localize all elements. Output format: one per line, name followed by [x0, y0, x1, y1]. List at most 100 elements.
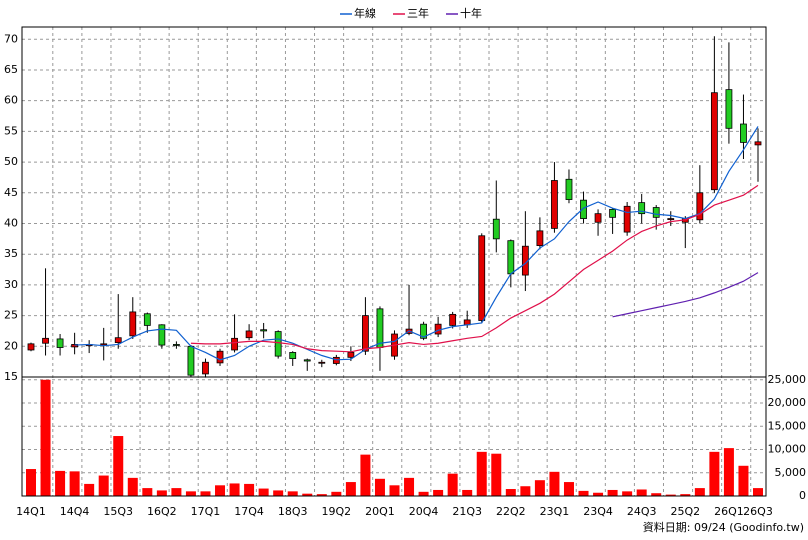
y-tick-label: 40: [4, 216, 18, 229]
volume-bar: [229, 483, 240, 496]
x-tick-label: 19Q2: [322, 505, 352, 518]
volume-bar: [287, 491, 298, 496]
candle-body: [492, 218, 500, 240]
candle-body: [114, 337, 122, 344]
volume-bar: [563, 482, 574, 496]
x-tick-label: 17Q1: [191, 505, 221, 518]
volume-bar: [462, 489, 473, 496]
candle-body: [289, 352, 297, 359]
volume-bar: [476, 451, 487, 496]
moving-average-line: [612, 272, 759, 318]
y-tick-label: 30: [4, 278, 18, 291]
volume-bar: [418, 491, 429, 496]
y2-tick-label: 10,000: [768, 443, 807, 456]
y2-tick-label: 25,000: [768, 373, 807, 386]
candle-body: [652, 207, 660, 218]
volume-bar: [709, 451, 720, 496]
candle-body: [667, 218, 675, 220]
volume-bar: [665, 494, 676, 496]
volume-bar: [69, 471, 80, 496]
volume-bar: [185, 491, 196, 496]
moving-average-line: [190, 184, 759, 353]
candle-body: [56, 338, 64, 348]
legend-label: 三年: [407, 6, 429, 20]
candle-body: [565, 178, 573, 200]
volume-bar: [694, 488, 705, 496]
x-tick-label: 15Q3: [103, 505, 133, 518]
volume-bar: [345, 482, 356, 496]
y-tick-label: 70: [4, 32, 18, 45]
candle-body: [143, 313, 151, 326]
volume-bar: [738, 465, 749, 496]
volume-bar: [316, 494, 327, 496]
candle-body: [260, 329, 268, 332]
y-tick-label: 60: [4, 94, 18, 107]
volume-bar: [723, 448, 734, 496]
x-tick-label: 20Q1: [365, 505, 395, 518]
candle-body: [434, 323, 442, 335]
x-tick-label: 21Q3: [452, 505, 482, 518]
candle-body: [216, 350, 224, 364]
volume-bar: [55, 470, 66, 496]
candle-body: [449, 313, 457, 326]
volume-bar: [331, 491, 342, 496]
volume-bar: [636, 489, 647, 496]
candle-body: [231, 337, 238, 351]
candle-body: [245, 330, 253, 339]
volume-bar: [622, 491, 633, 496]
volume-bar: [156, 490, 167, 496]
candle-body: [27, 343, 35, 351]
y2-tick-label: 20,000: [768, 396, 807, 409]
candle-body: [580, 199, 587, 219]
volume-bar: [578, 490, 589, 496]
candle-body: [376, 308, 384, 348]
mark-layer: [26, 36, 763, 496]
y-tick-label: 50: [4, 155, 18, 168]
candle-body: [536, 230, 544, 246]
candle-body: [623, 205, 631, 233]
candle-body: [71, 344, 79, 348]
volume-bar: [171, 488, 182, 496]
x-tick-label: 20Q4: [409, 505, 439, 518]
candle-body: [362, 315, 369, 352]
volume-bar: [273, 490, 284, 496]
candle-body: [420, 323, 427, 339]
candle-body: [332, 356, 340, 364]
volume-bar: [127, 477, 138, 496]
volume-bar: [142, 488, 153, 496]
y-tick-label: 20: [4, 339, 18, 352]
candle-body: [507, 240, 515, 275]
legend: 年線 三年 十年: [340, 6, 482, 20]
y-tick-label: 35: [4, 247, 18, 260]
y2-tick-label: 15,000: [768, 419, 807, 432]
y-tick-label: 45: [4, 186, 18, 199]
candle-body: [129, 311, 137, 337]
volume-bar: [98, 475, 109, 496]
y-tick-label: 25: [4, 309, 18, 322]
candle-body: [478, 235, 486, 321]
candle-body: [202, 361, 209, 375]
x-tick-label: 23Q1: [540, 505, 570, 518]
x-tick-label: 23Q4: [583, 505, 613, 518]
x-tick-label: 25Q2: [670, 505, 700, 518]
volume-bar: [491, 453, 502, 496]
y-tick-label: 55: [4, 124, 18, 137]
volume-bar: [40, 379, 51, 496]
x-tick-label: 26Q3: [743, 505, 773, 518]
volume-bar: [593, 492, 604, 496]
volume-bar: [215, 485, 226, 496]
volume-bar: [651, 493, 662, 496]
candle-body: [710, 92, 718, 191]
volume-bar: [26, 469, 36, 496]
volume-bar: [302, 493, 313, 496]
legend-label: 十年: [460, 6, 482, 20]
volume-bar: [520, 486, 531, 496]
candle-body: [303, 359, 311, 362]
candle-body: [609, 208, 616, 218]
volume-bar: [200, 491, 211, 496]
volume-frame: [21, 376, 767, 497]
moving-average-line: [74, 126, 759, 361]
candle-body: [594, 213, 602, 223]
volume-bar: [680, 494, 691, 496]
